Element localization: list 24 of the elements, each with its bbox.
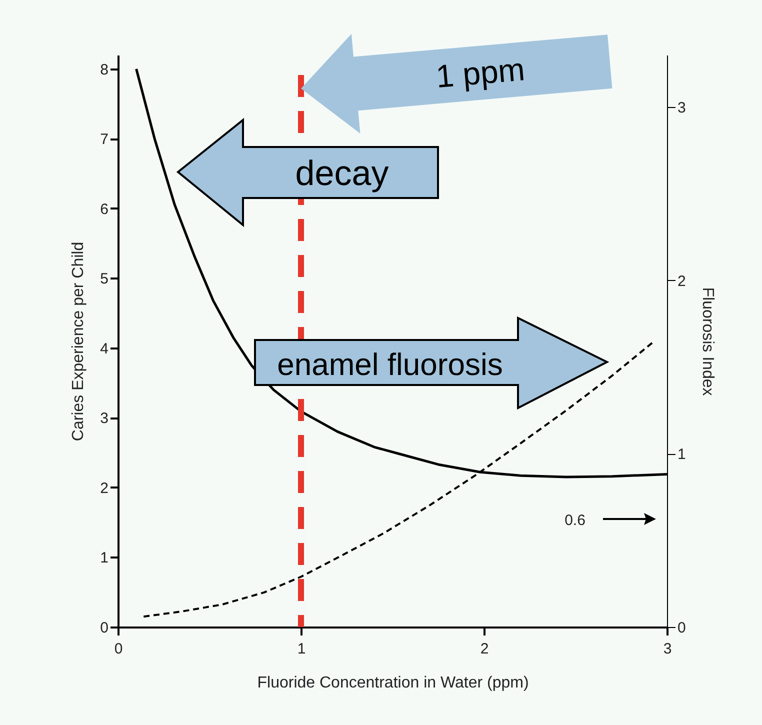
annotation: enamel fluorosis	[277, 347, 503, 382]
x-tick-label: 2	[480, 640, 489, 658]
y2-tick-label: 2	[678, 272, 686, 290]
annotation: decay	[295, 154, 390, 193]
y-tick-label: 6	[100, 200, 108, 218]
y2-tick-label: 0	[678, 620, 686, 636]
x-axis-title: Fluoride Concentration in Water (ppm)	[257, 674, 529, 692]
y-tick-label: 0	[100, 620, 108, 636]
y2-tick-label: 3	[678, 100, 686, 116]
x-tick-label: 3	[663, 640, 672, 658]
annotation: 0.6	[564, 512, 586, 529]
x-tick-label: 1	[297, 640, 306, 658]
x-tick-label: 0	[114, 640, 123, 658]
y2-tick-label: 1	[678, 446, 686, 464]
y-tick-label: 4	[100, 340, 108, 358]
y-tick-label: 7	[100, 131, 108, 148]
annotation: 1 ppm	[434, 50, 526, 95]
y-tick-label: 2	[100, 480, 108, 497]
y-tick-label: 3	[100, 410, 108, 428]
y2-axis-title: Fluorosis Index	[698, 287, 716, 396]
y-axis-title: Caries Experience per Child	[70, 242, 88, 442]
y-tick-label: 8	[100, 61, 108, 78]
y-tick-label: 5	[100, 270, 108, 288]
y-tick-label: 1	[100, 550, 108, 567]
